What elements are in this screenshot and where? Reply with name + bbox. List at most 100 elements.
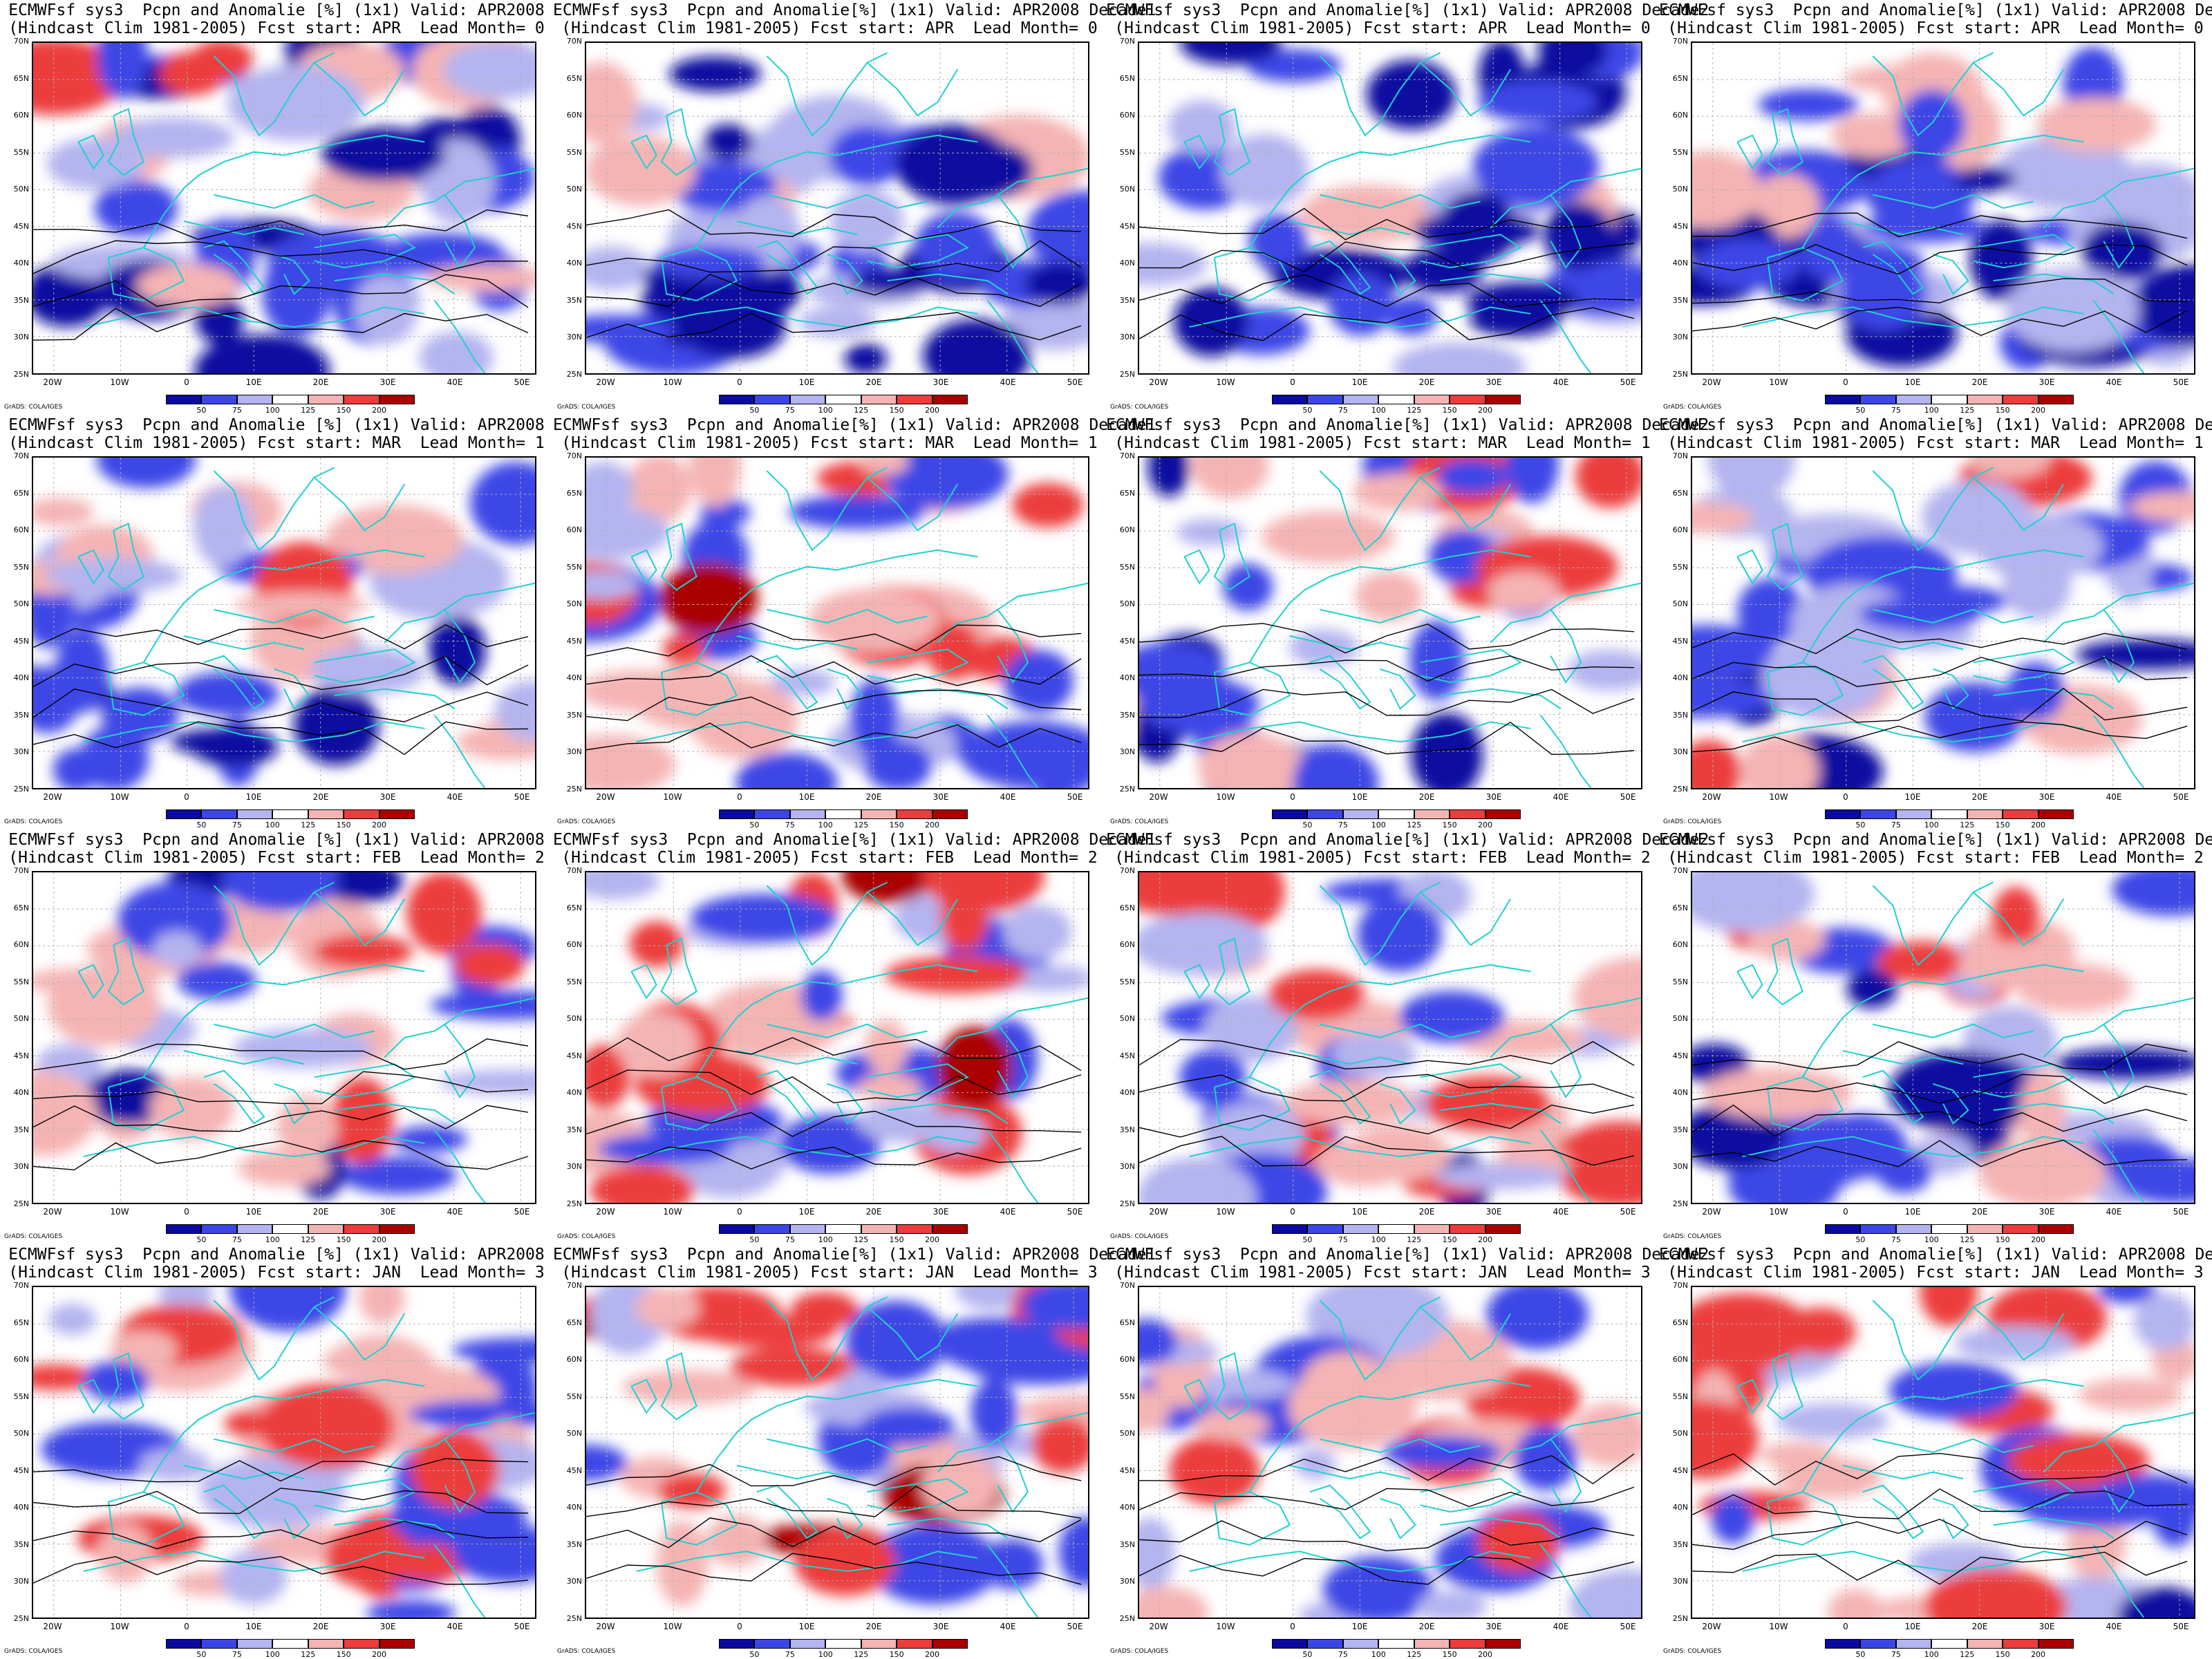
anomaly-region [1568, 1569, 1641, 1618]
anomaly-region [1268, 969, 1365, 1021]
color-bar: 50 75 100 125 150 200 [1825, 395, 2074, 415]
anomaly-region [97, 43, 148, 99]
anomaly-region [586, 570, 639, 600]
anomaly-region [1416, 1590, 1488, 1618]
lat-tick-label: 45N [566, 1465, 582, 1475]
lat-tick-label: 70N [566, 1281, 582, 1290]
lon-tick-label: 20W [43, 1622, 62, 1631]
color-bar-label: 100 [818, 1235, 833, 1244]
grads-credit: GrADS: COLA/IGES [1663, 818, 1722, 825]
anomaly-region [220, 1550, 288, 1605]
lat-tick-label: 40N [1119, 673, 1135, 683]
lat-tick-label: 60N [13, 525, 29, 535]
color-bar-label: 150 [889, 1650, 904, 1659]
anomaly-region [883, 458, 1009, 509]
anomaly-region [865, 1019, 908, 1074]
color-bar-label: 150 [1995, 1235, 2010, 1244]
lon-tick-label: 50E [1067, 792, 1083, 802]
color-bar-box [789, 1224, 826, 1234]
color-bar-box [897, 1639, 932, 1649]
anomaly-region [335, 1335, 424, 1376]
map-panel: ECMWFsf sys3 Pcpn and Anomalie[%] (1x1) … [1659, 1244, 2212, 1659]
color-bar-label: 75 [785, 1235, 795, 1244]
climatology-contours [1692, 212, 2188, 337]
anomaly-region [895, 124, 1011, 205]
color-bar-box [1825, 395, 1861, 404]
anomaly-region [1924, 682, 2026, 753]
anomaly-region [586, 734, 675, 788]
color-bar-box [897, 395, 932, 404]
anomaly-field [586, 458, 1088, 788]
color-bar-box [754, 1224, 790, 1234]
lat-tick-label: 40N [13, 673, 29, 683]
climatology-contours [1139, 1039, 1635, 1167]
anomaly-region [276, 1096, 338, 1159]
lat-tick-label: 65N [1672, 903, 1688, 912]
lon-tick-label: 0 [1290, 377, 1295, 387]
color-bar-box [236, 1639, 273, 1649]
anomaly-region [703, 124, 753, 161]
lon-tick-label: 10W [1216, 377, 1235, 387]
anomaly-region [1139, 872, 1240, 916]
color-bar-box [861, 1224, 897, 1234]
lat-tick-label: 50N [566, 1014, 582, 1024]
color-bar-label: 125 [1960, 406, 1975, 415]
lat-tick-label: 65N [13, 1318, 29, 1327]
lat-tick-label: 45N [566, 221, 582, 231]
panel-title-line2: (Hindcast Clim 1981-2005) Fcst start: MA… [1667, 434, 2204, 452]
lat-tick-label: 35N [1119, 1125, 1135, 1134]
anomaly-region [353, 274, 418, 345]
lon-tick-label: 20E [1971, 1622, 1988, 1631]
lat-tick-label: 70N [1672, 37, 1688, 46]
anomaly-region [1696, 239, 1800, 289]
anomaly-region [689, 458, 741, 508]
lat-tick-label: 60N [566, 940, 582, 950]
anomaly-region [1020, 1287, 1088, 1331]
lat-tick-label: 30N [1672, 747, 1688, 757]
color-bar-box [1414, 809, 1450, 819]
anomaly-blobs [586, 56, 1088, 373]
panel-title: ECMWFsf sys3 Pcpn and Anomalie[%] (1x1) … [1659, 416, 2212, 452]
anomaly-region [629, 921, 684, 967]
lon-tick-label: 0 [737, 792, 742, 802]
lat-tick-label: 70N [1672, 866, 1688, 875]
lat-tick-label: 55N [1119, 977, 1135, 986]
lat-tick-label: 40N [566, 1503, 582, 1512]
lat-tick-label: 60N [1672, 525, 1688, 535]
color-bar-box [1272, 1224, 1308, 1234]
climatology-contours [1692, 1041, 2188, 1168]
anomaly-region [856, 1102, 949, 1143]
lat-tick-label: 45N [13, 221, 29, 231]
lon-tick-label: 0 [1843, 377, 1848, 387]
color-bar-box [1895, 809, 1932, 819]
color-bar-label: 125 [1960, 1235, 1975, 1244]
lon-tick-label: 0 [184, 377, 189, 387]
color-bar-box [932, 1639, 968, 1649]
lat-tick-label: 65N [566, 903, 582, 912]
lat-tick-label: 45N [13, 636, 29, 646]
lon-tick-label: 50E [514, 792, 530, 802]
color-bar-label: 75 [785, 821, 795, 830]
lat-tick-label: 50N [13, 1429, 29, 1438]
lon-tick-label: 20E [865, 1622, 882, 1631]
panel-title-line1: ECMWFsf sys3 Pcpn and Anomalie[%] (1x1) … [1106, 1, 1709, 19]
anomaly-region [1300, 185, 1438, 243]
color-bar-box [1342, 395, 1379, 404]
lat-tick-label: 50N [1672, 1429, 1688, 1438]
color-bar: 50 75 100 125 150 200 [166, 1639, 415, 1659]
color-bar-box [1860, 395, 1896, 404]
color-bar-box [719, 1639, 755, 1649]
anomaly-region [1975, 513, 2104, 579]
anomaly-region [393, 1125, 467, 1153]
map-panel: ECMWFsf sys3 Pcpn and Anomalie[%] (1x1) … [1659, 415, 2212, 830]
panel-title-line1: ECMWFsf sys3 Pcpn and Anomalie[%] (1x1) … [1106, 1246, 1709, 1264]
lat-tick-label: 55N [1672, 562, 1688, 572]
anomaly-region [1024, 261, 1088, 306]
color-bar-label: 150 [1442, 1650, 1457, 1659]
color-bar-box [1307, 395, 1343, 404]
anomaly-region [1776, 1403, 1889, 1439]
anomaly-region [654, 245, 765, 279]
anomaly-region [1737, 578, 1804, 645]
anomaly-region [941, 1331, 1076, 1374]
